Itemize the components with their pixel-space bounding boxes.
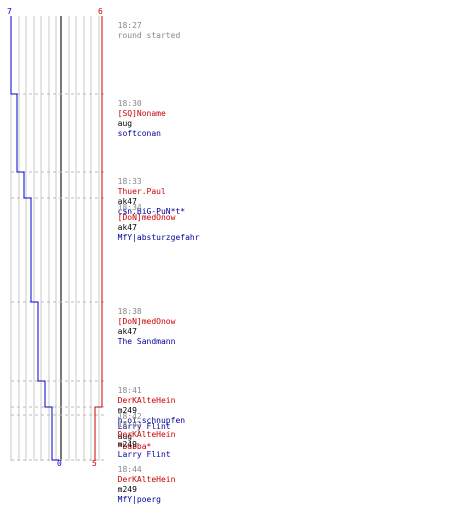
- event-row: 18:30 [SQ]Noname aug softconan: [108, 89, 166, 139]
- event-weapon: m249: [117, 440, 137, 449]
- event-row: 18:38 [DoN]medOnow ak47 The Sandmann: [108, 297, 176, 347]
- event-time: 18:33: [117, 177, 142, 186]
- red-end-count: 5: [92, 459, 97, 468]
- event-killer: DerKAlteHein: [117, 396, 176, 405]
- event-row: 18:27 round started: [108, 11, 181, 41]
- event-killer: [SQ]Noname: [117, 109, 166, 118]
- event-time: 18:38: [117, 307, 142, 316]
- event-killer: [DoN]medOnow: [117, 213, 176, 222]
- event-victim: Larry Flint: [117, 450, 171, 459]
- event-weapon: ak47: [117, 327, 137, 336]
- event-weapon: ak47: [117, 197, 137, 206]
- event-time: 18:27: [117, 21, 142, 30]
- event-row: 18:33 Thuer.Paul ak47 c$n.BiG-PuN*t*: [108, 167, 185, 217]
- blue-start-count: 7: [7, 7, 12, 16]
- event-row: 18:41 DerKAlteHein m249 h.oi.schnupfen: [108, 376, 185, 426]
- event-victim: c$n.BiG-PuN*t*: [117, 207, 186, 216]
- event-victim: softconan: [117, 129, 161, 138]
- event-weapon: m249: [117, 406, 137, 415]
- event-victim: The Sandmann: [117, 337, 176, 346]
- event-row: 18:34 [DoN]medOnow ak47 MfY|absturzgefah…: [108, 193, 200, 243]
- event-time: 18:42: [117, 412, 142, 421]
- event-text: round started: [117, 31, 181, 40]
- event-time: 18:30: [117, 99, 142, 108]
- event-killer: [DoN]medOnow: [117, 317, 176, 326]
- red-start-count: 6: [98, 7, 103, 16]
- event-killer: Thuer.Paul: [117, 187, 166, 196]
- event-time: 18:41: [117, 386, 142, 395]
- event-weapon: m249: [117, 485, 137, 494]
- event-killer: DerKAlteHein: [117, 475, 176, 484]
- event-weapon: aug: [117, 432, 133, 441]
- blue-end-count: 0: [57, 459, 62, 468]
- event-victim: MfY|absturzgefahr: [117, 233, 200, 242]
- red-team-line: [94, 16, 103, 461]
- event-victim: *babba*: [117, 442, 152, 451]
- event-killer: Larry Flint: [117, 422, 171, 431]
- event-row: 18:44 DerKAlteHein m249 MfY|poerg: [108, 455, 176, 505]
- event-weapon: aug: [117, 119, 133, 128]
- event-row: 18:42 DerKAlteHein m249 Larry Flint: [108, 410, 176, 460]
- event-time: 18:34: [117, 203, 142, 212]
- event-killer: DerKAlteHein: [117, 430, 176, 439]
- blue-team-line: [10, 16, 59, 461]
- event-weapon: ak47: [117, 223, 137, 232]
- event-time: 18:42: [117, 420, 142, 429]
- event-victim: h.oi.schnupfen: [117, 416, 186, 425]
- event-row: 18:42 Larry Flint aug *babba*: [108, 402, 171, 452]
- event-time: 18:44: [117, 465, 142, 474]
